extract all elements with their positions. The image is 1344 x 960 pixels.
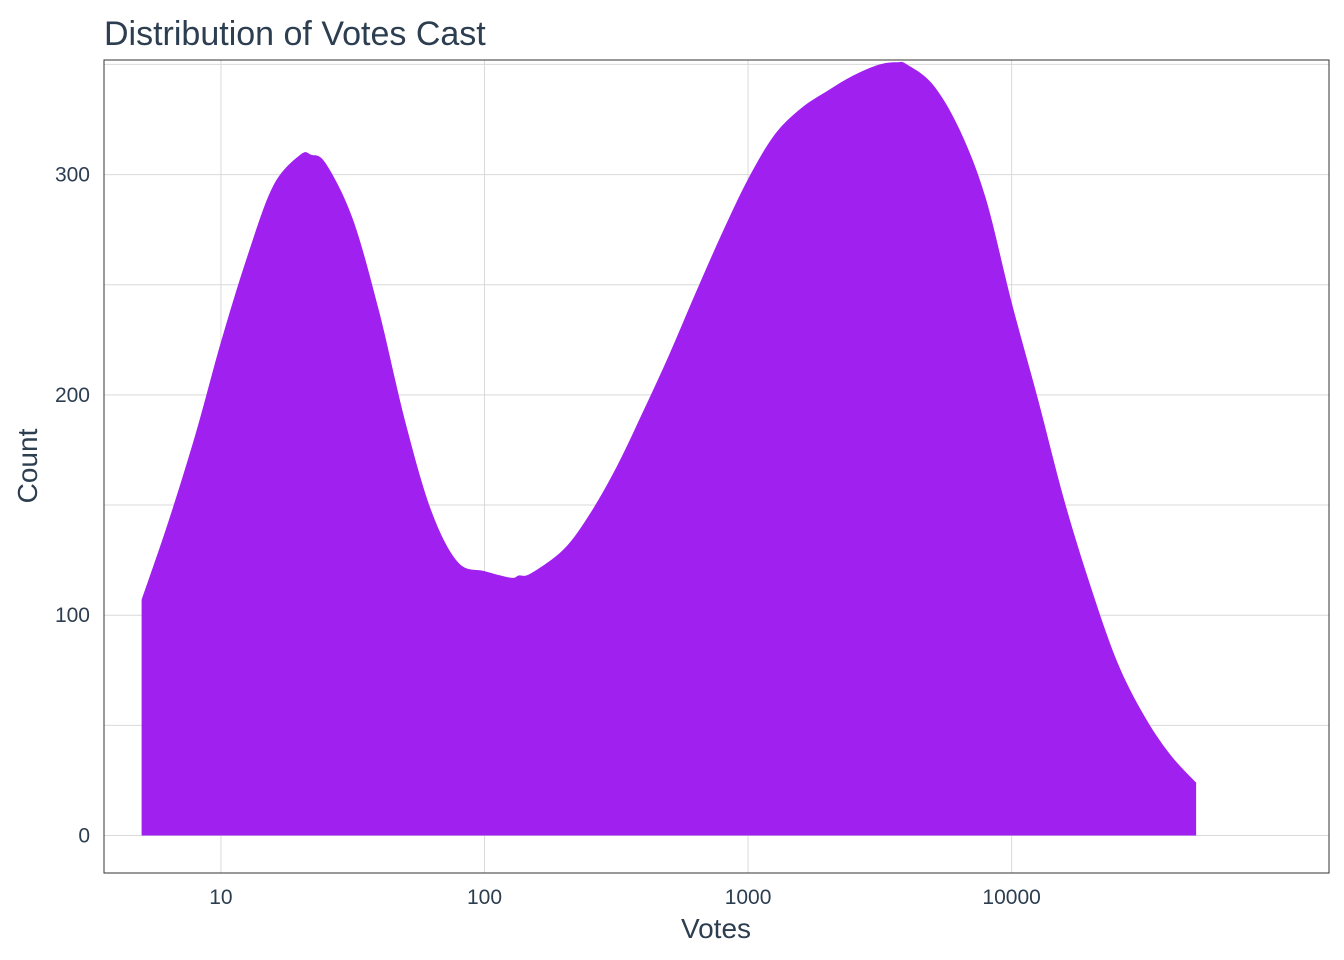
x-axis-title: Votes (681, 913, 751, 944)
y-tick-label: 200 (55, 384, 90, 407)
x-axis-ticks: 10 100 1000 10000 (209, 886, 1041, 909)
y-axis-ticks: 0 100 200 300 (55, 164, 90, 848)
y-tick-label: 300 (55, 164, 90, 187)
chart-title: Distribution of Votes Cast (104, 15, 486, 53)
y-axis-title: Count (12, 428, 43, 503)
x-tick-label: 100 (467, 886, 502, 909)
x-tick-label: 1000 (725, 886, 772, 909)
y-tick-label: 0 (78, 825, 90, 848)
density-area (141, 61, 1197, 836)
y-tick-label: 100 (55, 604, 90, 627)
x-tick-label: 10 (209, 886, 232, 909)
x-tick-label: 10000 (982, 886, 1040, 909)
plot-panel-border (103, 59, 1330, 874)
